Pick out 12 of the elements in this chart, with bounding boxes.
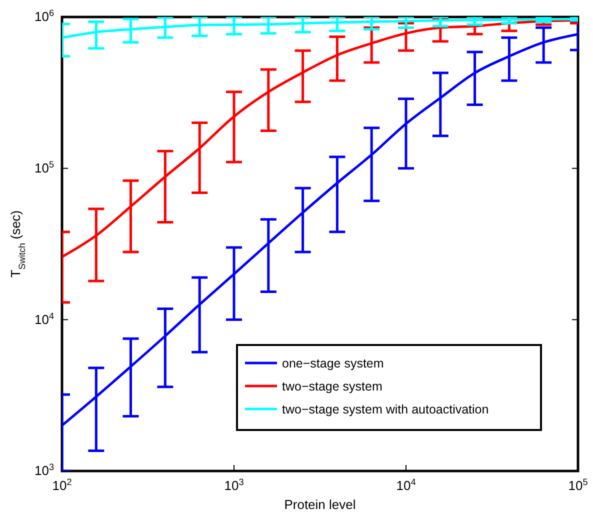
legend-label: one−stage system bbox=[282, 356, 384, 370]
y-tick-label: 10$^{3}$ bbox=[34, 462, 54, 478]
x-tick-label: 10$^{3}$ bbox=[224, 477, 244, 494]
x-tick-label: 10$^{5}$ bbox=[568, 477, 588, 494]
y-tick-label: 10$^{4}$ bbox=[34, 310, 54, 327]
x-tick-label: 10$^{4}$ bbox=[396, 477, 416, 494]
y-tick-label: 10$^{5}$ bbox=[34, 159, 54, 176]
legend-label: two−stage system with autoactivation bbox=[282, 402, 489, 416]
y-tick-label: 10$^{6}$ bbox=[34, 8, 54, 24]
x-tick-label: 10$^{2}$ bbox=[52, 477, 72, 494]
legend-label: two−stage system bbox=[282, 380, 382, 394]
x-axis-title: Protein level bbox=[284, 497, 356, 512]
